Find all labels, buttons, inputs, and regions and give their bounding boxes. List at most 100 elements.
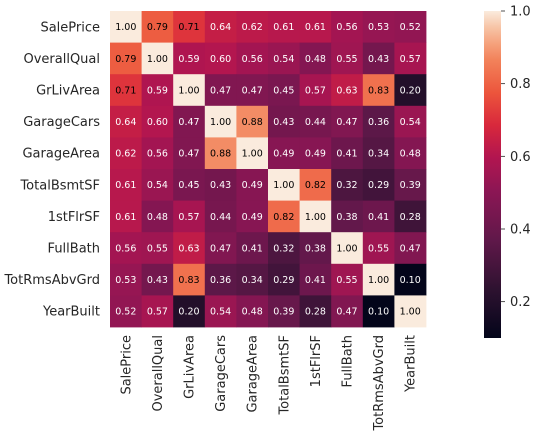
heatmap-cell-FullBath-GrLivArea [173,232,206,265]
heatmap-cell-FullBath-1stFlrSF [299,232,332,265]
cell-value-label: 1.00 [147,54,168,65]
heatmap-cell-TotRmsAbvGrd-GarageArea [236,263,269,296]
cell-value-label: 0.47 [178,149,199,160]
cell-value-label: 0.53 [115,275,136,286]
heatmap-cell-FullBath-OverallQual [141,232,174,265]
cell-value-label: 0.56 [336,22,357,33]
cell-value-label: 0.20 [400,85,421,96]
heatmap-cell-GrLivArea-YearBuilt [394,74,427,107]
cell-value-label: 0.56 [242,54,263,65]
cell-value-label: 0.88 [210,149,231,160]
column-label: YearBuilt [404,335,419,393]
heatmap-cell-OverallQual-GarageArea [236,42,269,75]
heatmap-cell-GarageCars-TotRmsAbvGrd [362,105,395,138]
cell-value-label: 0.56 [147,149,168,160]
heatmap-cell-OverallQual-FullBath [331,42,364,75]
row-label: GarageCars [23,115,100,130]
heatmap-cell-GrLivArea-GarageCars [204,74,237,107]
cell-value-label: 0.41 [242,243,263,254]
column-label: TotRmsAbvGrd [372,335,387,432]
heatmap-cell-SalePrice-YearBuilt [394,11,427,43]
column-label: FullBath [341,335,356,387]
heatmap-cell-GarageArea-YearBuilt [394,137,427,170]
heatmap-cell-GarageArea-TotalBsmtSF [268,137,300,170]
heatmap-cell-TotRmsAbvGrd-FullBath [331,263,364,296]
cell-value-label: 0.48 [147,212,168,223]
cell-value-label: 0.83 [178,275,199,286]
cell-value-label: 0.28 [400,212,421,223]
column-label: SalePrice [119,335,134,395]
cell-value-label: 0.39 [400,180,421,191]
row-label: GarageArea [22,147,100,162]
cell-value-label: 0.34 [368,149,389,160]
cell-value-label: 0.48 [400,149,421,160]
heatmap-cell-GrLivArea-TotRmsAbvGrd [362,74,395,107]
cell-value-label: 0.20 [178,307,199,318]
cell-value-label: 0.88 [242,117,263,128]
cell-value-label: 0.48 [242,307,263,318]
cell-value-label: 0.53 [368,22,389,33]
heatmap-cells [110,11,427,328]
heatmap-cell-SalePrice-TotalBsmtSF [268,11,300,43]
cell-value-label: 0.47 [210,243,231,254]
heatmap-cell-GrLivArea-FullBath [331,74,364,107]
cell-value-label: 0.44 [305,117,326,128]
heatmap-cell-GarageCars-GrLivArea [173,105,206,138]
row-label: GrLivArea [36,84,100,99]
cell-value-label: 0.79 [147,22,168,33]
cell-value-label: 0.62 [115,149,136,160]
heatmap-cell-GrLivArea-GarageArea [236,74,269,107]
heatmap-cell-TotRmsAbvGrd-TotalBsmtSF [268,263,300,296]
heatmap-cell-TotRmsAbvGrd-GrLivArea [173,263,206,296]
cell-value-label: 0.62 [242,22,263,33]
heatmap-cell-GrLivArea-OverallQual [141,74,174,107]
cell-value-label: 0.38 [336,212,357,223]
heatmap-cell-YearBuilt-YearBuilt [394,295,427,328]
cell-value-label: 0.57 [400,54,421,65]
heatmap-cell-GarageCars-GarageArea [236,105,269,138]
heatmap-cell-GarageCars-YearBuilt [394,105,427,138]
heatmap-cell-TotalBsmtSF-GrLivArea [173,169,206,201]
cell-value-label: 0.55 [368,243,389,254]
heatmap-cell-FullBath-GarageCars [204,232,237,265]
cell-value-label: 0.32 [273,243,294,254]
colorbar-tick-label: 0.2 [510,295,531,310]
cell-value-label: 0.55 [147,243,168,254]
cell-value-label: 0.49 [305,149,326,160]
heatmap-cell-FullBath-SalePrice [110,232,142,265]
cell-value-label: 0.63 [336,85,357,96]
cell-value-label: 0.41 [368,212,389,223]
cell-value-label: 0.64 [210,22,231,33]
heatmap-cell-TotalBsmtSF-GarageCars [204,169,237,201]
cell-value-label: 0.52 [400,22,421,33]
heatmap-cell-YearBuilt-OverallQual [141,295,174,328]
heatmap-cell-1stFlrSF-GarageCars [204,200,237,233]
cell-value-label: 0.52 [115,307,136,318]
row-label: OverallQual [23,52,100,67]
cell-value-label: 1.00 [305,212,326,223]
cell-value-label: 0.47 [336,307,357,318]
row-label: 1stFlrSF [48,210,100,225]
cell-value-label: 0.47 [336,117,357,128]
heatmap-cell-SalePrice-1stFlrSF [299,11,332,43]
cell-value-label: 0.47 [242,85,263,96]
cell-value-label: 0.82 [305,180,326,191]
heatmap-cell-TotalBsmtSF-YearBuilt [394,169,427,201]
cell-value-label: 0.49 [242,180,263,191]
column-labels: SalePrice OverallQual GrLivArea GarageCars G… [119,335,418,432]
cell-value-label: 0.47 [210,85,231,96]
cell-value-label: 0.60 [147,117,168,128]
heatmap-cell-OverallQual-YearBuilt [394,42,427,75]
row-label: SalePrice [40,20,100,35]
cell-value-label: 0.61 [115,180,136,191]
heatmap-cell-FullBath-FullBath [331,232,364,265]
cell-value-label: 1.00 [368,275,389,286]
heatmap-cell-1stFlrSF-OverallQual [141,200,174,233]
heatmap-cell-TotRmsAbvGrd-GarageCars [204,263,237,296]
cell-value-label: 0.44 [210,212,231,223]
cell-value-label: 0.34 [242,275,263,286]
cell-value-label: 1.00 [178,85,199,96]
cell-value-label: 0.47 [400,243,421,254]
heatmap-cell-1stFlrSF-GrLivArea [173,200,206,233]
heatmap-cell-GrLivArea-TotalBsmtSF [268,74,300,107]
